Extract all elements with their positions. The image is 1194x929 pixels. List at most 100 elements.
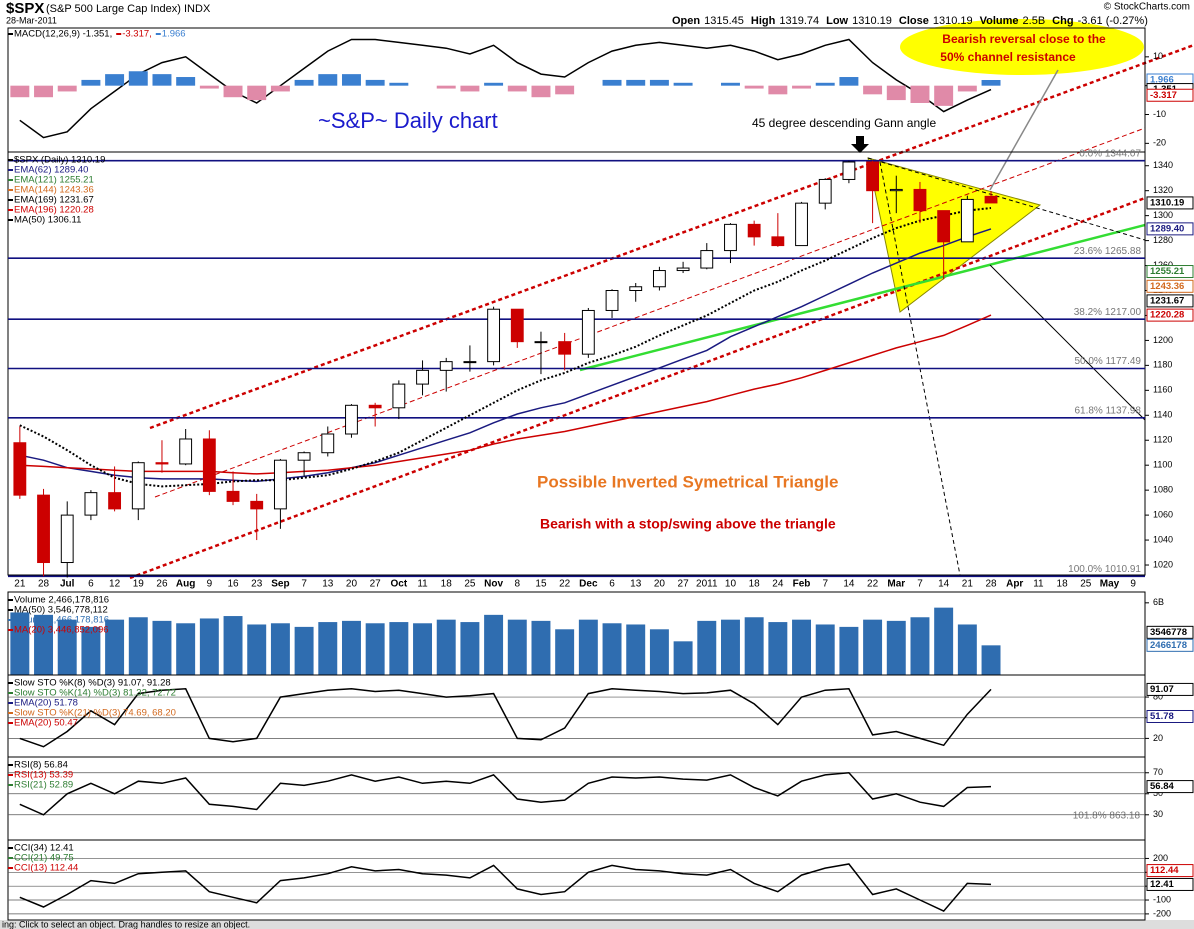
y-tick-label: 20 — [1153, 733, 1163, 743]
x-tick-label: Mar — [887, 579, 905, 590]
y-tick-label: 1340 — [1153, 160, 1173, 170]
x-tick-label: May — [1100, 579, 1120, 590]
x-tick-label: 25 — [1080, 579, 1092, 590]
value-label: -3.317 — [1150, 90, 1177, 101]
candle-body — [558, 341, 572, 355]
legend-label: EMA(62) 1289.40 — [14, 165, 88, 176]
legend-label: RSI(21) 52.89 — [14, 780, 73, 791]
bar — [649, 79, 669, 86]
bar — [863, 619, 883, 675]
x-tick-label: Nov — [484, 579, 503, 590]
bar — [531, 85, 551, 98]
symbol-name: (S&P 500 Large Cap Index) INDX — [46, 3, 211, 15]
value-label: 1310.19 — [1150, 197, 1184, 208]
y-tick-label: 30 — [1153, 809, 1163, 819]
bar — [507, 85, 527, 92]
candle-body — [581, 309, 595, 355]
x-tick-label: Feb — [793, 579, 811, 590]
bar — [223, 616, 243, 675]
bar — [460, 85, 480, 92]
x-tick-label: 6 — [609, 579, 615, 590]
bar — [839, 77, 859, 86]
bar — [413, 623, 433, 675]
quote-value: 1310.19 — [852, 15, 892, 27]
bar — [199, 85, 219, 89]
quote-value: 1310.19 — [933, 15, 973, 27]
y-tick-label: 1140 — [1153, 410, 1172, 420]
quote-label: Chg — [1052, 15, 1073, 27]
bar — [247, 624, 267, 675]
bar — [792, 85, 812, 89]
value-label: 1220.28 — [1150, 310, 1184, 321]
status-text: ing: Click to select an object. Drag han… — [2, 919, 250, 929]
x-tick-label: Oct — [391, 579, 408, 590]
bar — [957, 85, 977, 92]
x-tick-label: 6 — [88, 579, 94, 590]
y-tick-label: 80 — [1153, 691, 1163, 701]
value-box — [1146, 709, 1194, 723]
bar — [484, 82, 504, 86]
bar — [815, 82, 835, 86]
legend-label: EMA(20) 50.47 — [14, 718, 78, 729]
fib-label: 23.6% 1265.88 — [1074, 246, 1142, 257]
candle-body — [297, 452, 311, 461]
legend-label: CCI(13) 112.44 — [14, 863, 78, 874]
legend-label: Volume 2,466,178,816 — [14, 615, 109, 626]
value-box — [1146, 877, 1194, 891]
candle-body — [724, 223, 737, 252]
x-tick-label: 24 — [772, 579, 784, 590]
channel-middle — [154, 127, 1146, 498]
x-tick-label: Dec — [579, 579, 598, 590]
x-tick-label: 20 — [654, 579, 666, 590]
x-tick-label: 13 — [322, 579, 334, 590]
x-tick-label: 13 — [630, 579, 642, 590]
fib-label: 0.0% 1344.07 — [1079, 148, 1141, 159]
x-tick-label: 8 — [515, 579, 521, 590]
callout-arrow — [989, 69, 1059, 191]
candle-body — [37, 494, 50, 564]
bar — [863, 85, 883, 95]
x-tick-label: Jul — [60, 579, 75, 590]
series-line — [19, 772, 992, 816]
candle-body — [155, 462, 169, 465]
bar — [105, 74, 125, 86]
x-tick-label: 25 — [464, 579, 476, 590]
legend-label: RSI(8) 56.84 — [14, 760, 68, 771]
bar — [792, 619, 812, 675]
x-tick-label: 7 — [822, 579, 828, 590]
x-tick-label: 27 — [370, 579, 382, 590]
y-tick-label: 1300 — [1153, 210, 1173, 220]
candle-body — [534, 341, 548, 344]
y-tick-label: 1260 — [1153, 260, 1173, 270]
x-tick-label: 21 — [962, 579, 974, 590]
candle-body — [960, 198, 974, 243]
bar — [294, 79, 314, 86]
value-label: 1231.67 — [1150, 295, 1184, 306]
series-line — [19, 228, 992, 483]
down-arrow — [851, 136, 869, 153]
annotation: 50% channel resistance — [940, 50, 1076, 64]
legend-label: MACD(12,26,9) -1.351, — [14, 29, 112, 40]
bar — [389, 622, 409, 675]
candle-body — [913, 188, 927, 212]
legend-label: Slow STO %K(8) %D(3) 91.07, 91.28 — [14, 678, 171, 689]
legend-label: MA(50) 1306.11 — [14, 215, 81, 226]
legend-label: EMA(20) 51.78 — [14, 698, 78, 709]
series-line — [19, 314, 992, 475]
bar — [57, 85, 77, 92]
bar — [744, 617, 764, 675]
candle-body — [108, 492, 122, 510]
bar — [199, 618, 219, 675]
candle-body — [13, 442, 27, 496]
symbol: $SPX — [6, 0, 44, 17]
x-tick-label: 22 — [559, 579, 571, 590]
series-line — [19, 688, 992, 748]
y-tick-label: 1320 — [1153, 185, 1173, 195]
y-tick-label: 1100 — [1153, 460, 1172, 470]
bar — [389, 82, 409, 86]
quote-value: 2.5B — [1023, 15, 1046, 27]
bar — [768, 85, 788, 95]
candle-body — [273, 459, 287, 510]
